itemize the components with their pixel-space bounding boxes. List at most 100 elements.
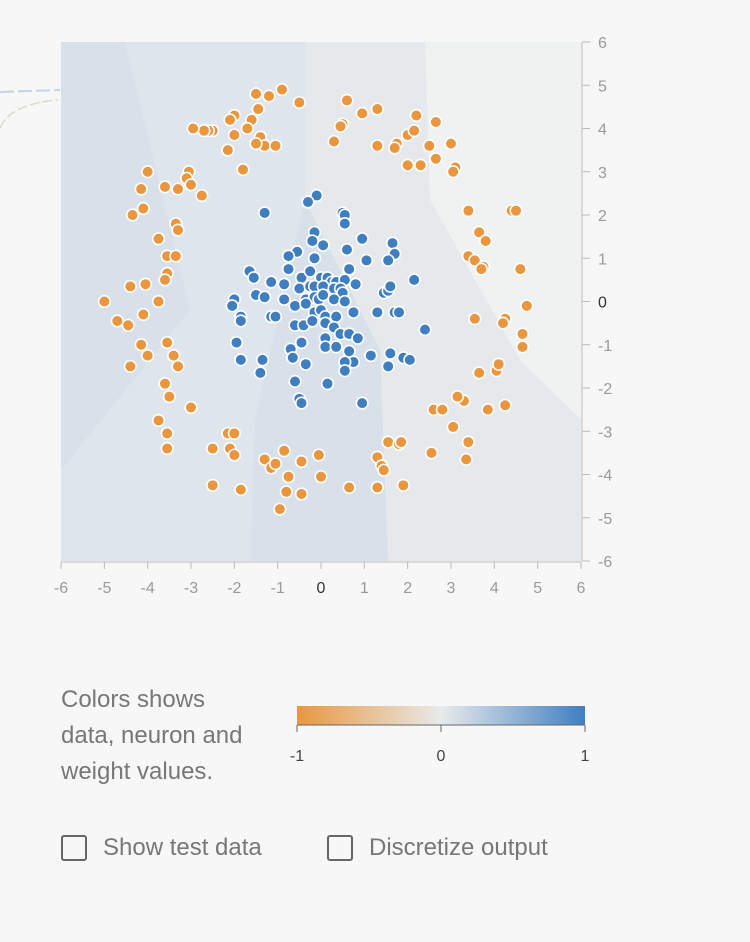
legend-caption-line: data, neuron and [61,722,243,749]
orange-data-point [134,338,148,352]
orange-data-point [123,279,137,293]
colorbar-gradient [297,706,585,725]
blue-data-point [264,275,278,289]
orange-data-point [184,400,198,415]
discretize-output-checkbox[interactable] [327,835,353,861]
blue-data-point [234,353,248,367]
orange-data-point [275,82,289,97]
orange-data-point [125,208,140,222]
orange-data-point [292,95,306,110]
blue-data-point [383,279,397,293]
orange-data-point [498,398,512,412]
orange-data-point [134,182,148,196]
blue-data-point [364,348,378,363]
y-tick-label: -6 [598,554,612,571]
orange-data-point [377,463,391,477]
orange-data-point [414,158,428,172]
orange-data-point [151,232,166,246]
orange-data-point [227,426,241,441]
blue-data-point [281,249,296,263]
blue-data-point [281,262,296,276]
orange-data-point [171,223,185,237]
blue-data-point [316,238,330,252]
blue-data-point [303,264,317,278]
orange-data-point [492,357,506,371]
y-tick-label: -3 [598,424,612,441]
blue-data-point [407,273,421,287]
blue-data-point [234,314,248,328]
show-test-data-toggle[interactable]: Show test data [61,834,262,862]
blue-data-point [381,359,395,373]
blue-data-point [381,253,395,268]
blue-data-point [338,294,352,309]
show-test-data-label: Show test data [103,834,262,861]
orange-data-point [409,108,423,123]
orange-data-point [355,106,369,120]
blue-data-point [310,188,324,203]
blue-points [225,188,432,410]
blue-data-point [318,340,332,354]
orange-data-point [435,403,449,417]
orange-data-point [141,348,155,363]
orange-data-point [459,452,473,466]
orange-data-point [138,277,153,291]
x-tick-label: 6 [577,580,586,597]
orange-data-point [167,348,181,363]
orange-data-point [388,141,402,155]
orange-data-point [515,340,530,354]
orange-data-point [407,124,421,138]
orange-data-point [468,312,482,326]
orange-data-point [206,441,220,456]
blue-data-point [229,335,244,350]
colorbar: -1 0 1 [290,706,590,765]
y-tick-label: 3 [598,165,607,182]
orange-data-point [401,158,415,172]
x-tick-label: 0 [317,580,326,597]
orange-data-point [281,470,296,484]
blue-data-point [225,299,239,313]
orange-data-point [160,441,174,456]
orange-data-point [171,359,185,373]
orange-data-point [160,335,174,350]
orange-data-point [472,225,486,239]
orange-data-point [123,359,137,373]
colorbar-label-mid: 0 [437,748,446,765]
discretize-output-toggle[interactable]: Discretize output [327,834,548,862]
x-tick-label: 2 [403,580,412,597]
y-tick-label: -1 [598,338,612,355]
orange-data-point [429,115,443,129]
blue-data-point [286,351,300,365]
blue-data-point [320,377,335,391]
orange-data-point [314,470,328,484]
orange-data-point [160,426,174,441]
orange-data-point [162,390,176,404]
orange-data-point [136,307,150,322]
orange-data-point [496,316,510,330]
blue-data-point [258,290,272,304]
blue-data-point [277,277,291,291]
orange-data-point [370,102,384,116]
x-tick-label: -1 [271,580,285,597]
blue-data-point [383,346,397,361]
blue-data-point [346,305,361,319]
orange-data-point [327,134,341,149]
orange-data-point [444,137,458,151]
blue-data-point [342,344,356,358]
x-tick-label: -2 [227,580,241,597]
x-tick-label: 3 [447,580,456,597]
orange-data-point [424,446,439,460]
y-tick-label: -2 [598,381,612,398]
show-test-data-checkbox[interactable] [61,835,87,861]
orange-data-point [136,201,150,216]
orange-data-point [171,182,185,196]
scatter-plot: -6 -5 -4 -3 -2 -1 0 1 2 3 4 5 6 6 5 4 3 2 1 0 -1 -2 -3 -4 -5 -6 [0,35,612,597]
orange-data-point [312,448,326,462]
blue-data-point [338,364,352,378]
blue-data-point [403,353,417,367]
orange-data-point [169,249,183,263]
blue-data-point [355,232,369,246]
blue-data-point [385,236,400,250]
orange-data-point [429,152,443,166]
orange-data-point [474,262,488,276]
y-tick-label: 5 [598,78,607,95]
